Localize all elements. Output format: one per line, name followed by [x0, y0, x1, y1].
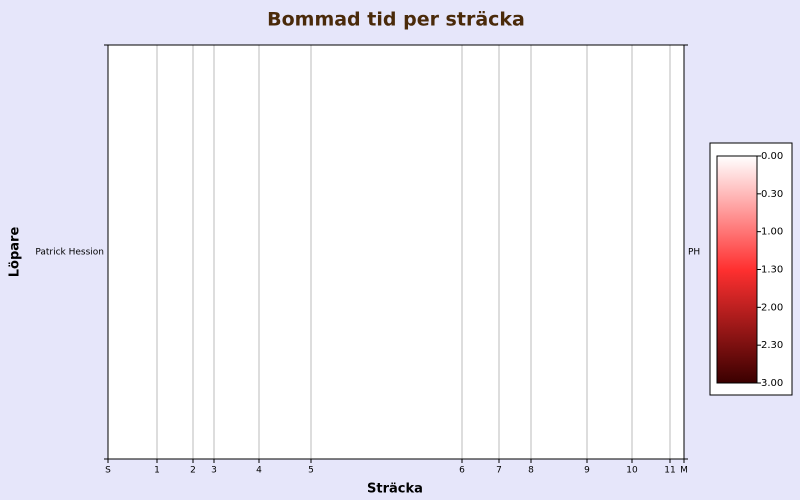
heat-cell — [462, 45, 499, 459]
heat-cell — [214, 45, 259, 459]
x-tick-label: S — [105, 466, 111, 476]
colorbar-tick-label: 2.30 — [761, 340, 783, 351]
x-tick-label: 6 — [459, 466, 465, 476]
heat-cell — [587, 45, 632, 459]
x-tick-label: 7 — [496, 466, 502, 476]
x-tick-label: M — [680, 466, 688, 476]
heat-cell — [259, 45, 311, 459]
x-tick-label: 11 — [664, 466, 675, 476]
colorbar-tick-label: 0.00 — [761, 151, 783, 162]
x-tick-label: 4 — [256, 466, 262, 476]
colorbar-tick-label: 1.30 — [761, 265, 783, 276]
heat-cell — [670, 45, 684, 459]
x-axis-label: Sträcka — [367, 482, 423, 497]
plot-frame — [107, 44, 685, 460]
x-tick-label: 1 — [154, 466, 160, 476]
colorbar — [716, 155, 758, 384]
chart-title: Bommad tid per sträcka — [267, 9, 525, 31]
y-tick-label: Patrick Hession — [35, 248, 104, 258]
x-tick-label: 3 — [211, 466, 217, 476]
x-tick-label: 8 — [528, 466, 534, 476]
heat-cell — [108, 45, 157, 459]
heat-cell — [499, 45, 531, 459]
x-tick-label: 5 — [308, 466, 314, 476]
heat-cell — [311, 45, 462, 459]
y2-tick-label: PH — [688, 248, 700, 258]
x-tick-label: 2 — [190, 466, 196, 476]
y-axis-label: Löpare — [8, 227, 23, 278]
colorbar-tick-label: 3.00 — [761, 378, 783, 389]
heat-cell — [632, 45, 670, 459]
x-tick-label: 10 — [626, 466, 638, 476]
colorbar-tick-label: 0.30 — [761, 189, 783, 200]
heat-cell — [531, 45, 587, 459]
heat-cell — [193, 45, 214, 459]
heat-cell — [157, 45, 193, 459]
colorbar-tick-label: 2.00 — [761, 302, 783, 313]
x-tick-label: 9 — [584, 466, 590, 476]
colorbar-tick-label: 1.00 — [761, 227, 783, 238]
